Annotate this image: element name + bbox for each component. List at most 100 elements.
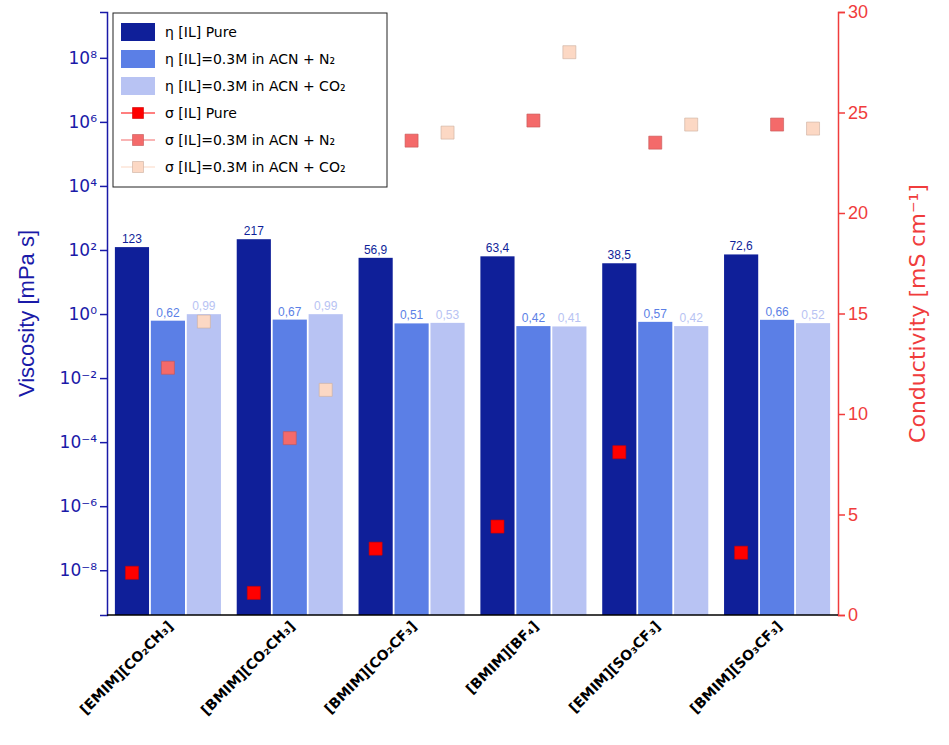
bar	[115, 247, 149, 615]
tick: 10⁶	[69, 112, 107, 132]
tick: 10⁻⁶	[60, 496, 107, 516]
tick-label: [EMIM][SO₃CF₃]	[566, 618, 664, 716]
data-label: 123	[122, 232, 142, 246]
bar	[395, 323, 429, 615]
bar	[273, 320, 307, 615]
bar	[516, 326, 550, 615]
tick-label: 30	[848, 2, 868, 22]
axis-line	[100, 13, 108, 616]
data-label: 0,42	[522, 311, 546, 325]
legend-swatch	[121, 23, 155, 41]
tick-label: 10	[848, 404, 868, 424]
bar	[796, 323, 830, 615]
legend-label: η [IL]=0.3M in ACN + CO₂	[165, 78, 346, 94]
legend-item: η [IL]=0.3M in ACN + N₂	[121, 50, 335, 68]
tick-label: 15	[848, 304, 868, 324]
point	[527, 114, 540, 127]
tick: [EMIM][CO₂CH₃]	[77, 618, 176, 717]
point	[613, 446, 626, 459]
legend-label: η [IL] Pure	[165, 24, 237, 40]
plot-area	[115, 46, 830, 615]
bar-series	[187, 314, 830, 615]
tick-label: 10⁸	[69, 48, 98, 68]
data-label: 0,67	[278, 305, 302, 319]
tick-mark	[100, 58, 107, 60]
data-label: 63,4	[486, 241, 510, 255]
bar	[151, 321, 185, 615]
point	[685, 118, 698, 131]
bar	[430, 323, 464, 615]
data-label: 0,52	[801, 308, 825, 322]
tick: 20	[838, 203, 868, 223]
tick-label: 10⁻²	[60, 368, 97, 388]
tick-mark	[838, 414, 845, 416]
bar	[674, 326, 708, 615]
point	[405, 134, 418, 147]
tick-label: 0	[848, 605, 858, 625]
tick-label: [BMIM][CO₂CF₃]	[321, 618, 420, 717]
tick-label: 10⁻⁶	[60, 496, 98, 516]
chart: 12321756,963,438,572,60,620,670,510,420,…	[0, 0, 949, 745]
tick: [EMIM][SO₃CF₃]	[566, 618, 664, 716]
data-label: 0,41	[558, 311, 582, 325]
tick-mark	[838, 615, 845, 617]
legend-box	[113, 13, 387, 187]
point	[125, 566, 138, 579]
data-label: 0,62	[156, 306, 180, 320]
point	[369, 542, 382, 555]
tick-mark	[838, 514, 845, 516]
axis-line	[107, 614, 838, 616]
data-label: 0,51	[400, 308, 424, 322]
tick-label: 10⁻⁴	[60, 432, 98, 452]
tick: [BMIM][CO₂CF₃]	[321, 618, 420, 717]
axis-line	[839, 13, 846, 616]
tick: [BMIM][SO₃CF₃]	[687, 618, 786, 717]
point	[771, 118, 784, 131]
legend-label: σ [IL]=0.3M in ACN + CO₂	[165, 159, 346, 175]
point	[649, 136, 662, 149]
scatter-series	[161, 114, 783, 445]
tick-label: [BMIM][SO₃CF₃]	[687, 618, 786, 717]
tick-label: 10⁰	[69, 304, 98, 324]
tick-label: 10⁴	[69, 176, 98, 196]
tick: 10⁰	[69, 304, 107, 324]
data-label: 0,99	[192, 299, 216, 313]
tick-label: 10²	[69, 240, 97, 260]
bar	[359, 258, 393, 615]
legend-swatch	[121, 50, 155, 68]
data-label: 0,99	[314, 299, 338, 313]
point	[441, 126, 454, 139]
bar	[602, 263, 636, 615]
bar	[480, 256, 514, 615]
tick: 10⁻⁸	[60, 560, 107, 580]
tick: 0	[838, 605, 858, 625]
scatter-series	[125, 446, 747, 600]
axis-title: Viscosity [mPa s]	[14, 230, 39, 397]
tick-label: [BMIM][BF₄]	[463, 618, 542, 697]
tick-mark	[838, 213, 845, 215]
point	[735, 546, 748, 559]
legend-swatch	[121, 77, 155, 95]
tick: 25	[838, 103, 868, 123]
tick-mark	[100, 442, 107, 444]
legend-swatch	[133, 135, 144, 146]
point	[161, 361, 174, 374]
point	[319, 383, 332, 396]
tick-mark	[838, 313, 845, 315]
data-label: 217	[244, 224, 264, 238]
bar	[724, 254, 758, 615]
legend-item: σ [IL]=0.3M in ACN + N₂	[121, 132, 335, 148]
tick: [BMIM][BF₄]	[463, 618, 542, 697]
tick: 15	[838, 304, 868, 324]
tick: 5	[838, 505, 858, 525]
y-axis: 10⁻⁸ 10⁻⁶ 10⁻⁴ 10⁻² 10⁰ 10² 10⁴ 10⁶ 10⁸	[60, 13, 108, 616]
data-label: 56,9	[364, 243, 388, 257]
point	[197, 315, 210, 328]
tick-label: 25	[848, 103, 868, 123]
point	[491, 520, 504, 533]
bar-series	[115, 239, 758, 615]
legend-label: σ [IL]=0.3M in ACN + N₂	[165, 132, 335, 148]
bar	[760, 320, 794, 615]
tick: 10²	[69, 240, 107, 260]
legend-item: σ [IL] Pure	[121, 105, 237, 121]
